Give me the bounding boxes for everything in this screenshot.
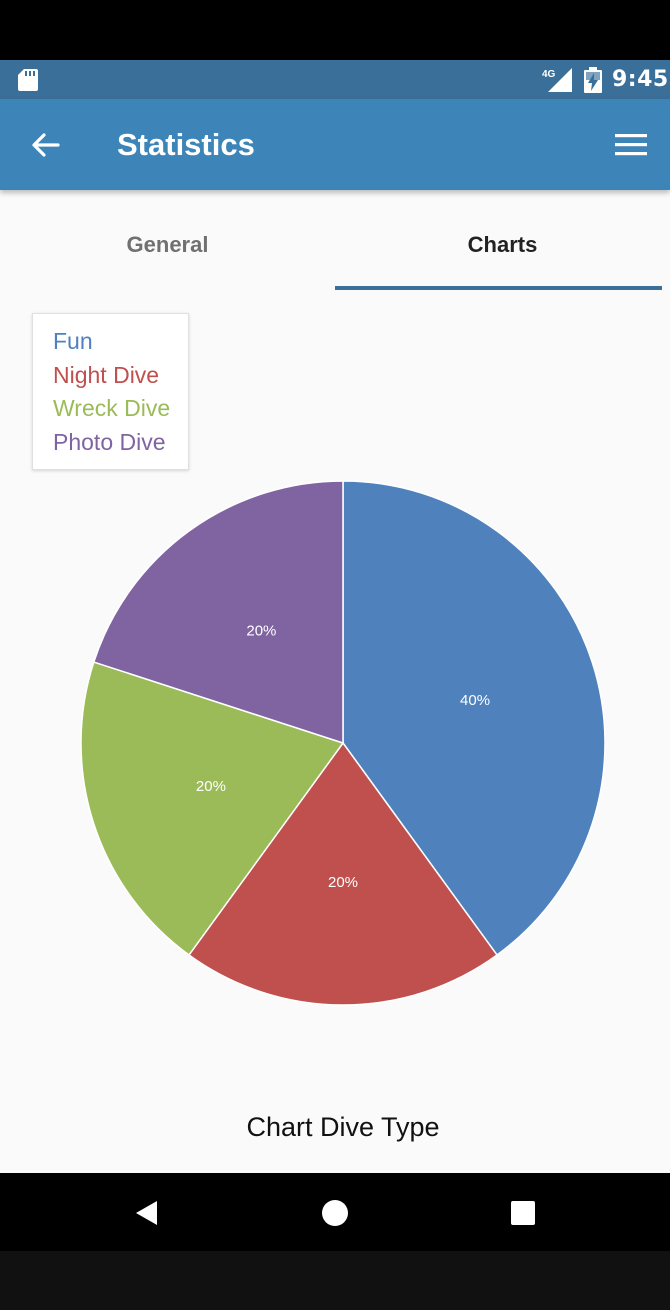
sd-card-icon [18,69,38,91]
legend-item-fun: Fun [53,328,93,354]
pie-label-fun: 40% [460,692,490,709]
pie-labels: 40% 20% 20% 20% [196,623,490,891]
pie-label-wreck-dive: 20% [196,778,226,795]
pie-chart: 40% 20% 20% 20% [80,480,606,1006]
status-time: 9:45 [612,67,669,92]
chart-legend: Fun Night Dive Wreck Dive Photo Dive [32,313,189,470]
nav-home-icon[interactable] [321,1199,349,1227]
menu-icon[interactable] [614,131,648,159]
status-bar: 4G 9:45 [0,60,670,99]
tab-charts[interactable]: Charts [467,232,538,257]
nav-back-icon[interactable] [133,1199,161,1227]
signal-icon: 4G [542,68,572,92]
pie-slice-fun [342,480,606,957]
nav-recent-icon[interactable] [510,1200,536,1226]
battery-charging-icon [584,67,602,93]
tab-indicator [335,286,662,290]
pie-slices [80,480,606,1006]
system-nav-bar [0,1173,670,1251]
back-arrow-icon[interactable] [30,129,62,161]
legend-item-night-dive: Night Dive [53,362,160,388]
pie-slice-night-dive [187,741,499,1006]
page-title: Statistics [117,127,255,162]
network-label: 4G [542,69,556,80]
pie-slice-photo-dive [92,480,344,745]
tab-bar: General Charts [0,190,670,290]
legend-item-wreck-dive: Wreck Dive [53,395,171,421]
legend-item-photo-dive: Photo Dive [53,429,166,455]
pie-label-night-dive: 20% [328,874,358,891]
pie-label-photo-dive: 20% [246,623,276,640]
app-bar: Statistics [0,99,670,190]
tab-general[interactable]: General [126,232,209,257]
bottom-bar [0,1251,670,1310]
pie-slice-wreck-dive [80,661,345,957]
chart-title: Chart Dive Type [246,1112,440,1142]
top-black-bar [0,0,670,60]
